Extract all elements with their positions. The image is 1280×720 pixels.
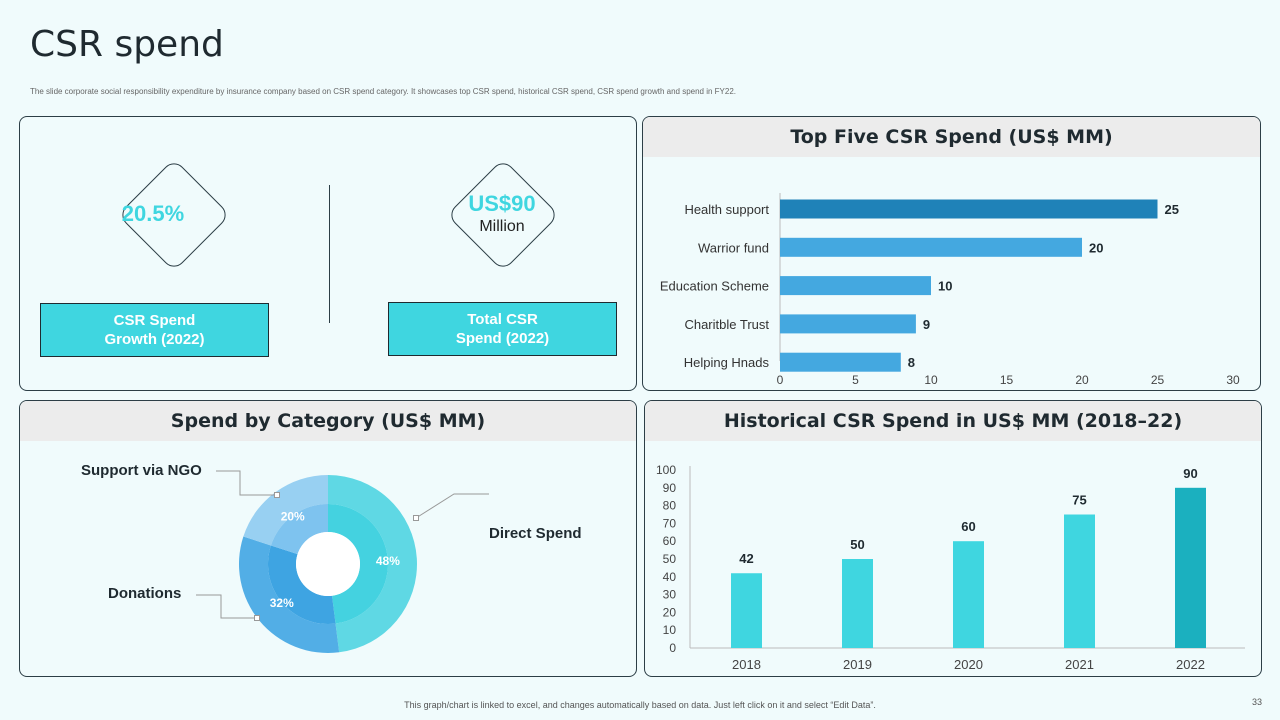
pie-slice-outer bbox=[328, 475, 418, 653]
hbar-bar bbox=[780, 276, 931, 296]
category-title: Spend by Category (US$ MM) bbox=[20, 401, 636, 441]
total-unit: Million bbox=[479, 218, 525, 235]
legend-donations: Donations bbox=[108, 585, 182, 602]
total-value: US$90 bbox=[468, 191, 536, 216]
pie-slice-inner bbox=[268, 545, 336, 624]
total-label-line1: Total CSR bbox=[467, 311, 538, 328]
hbar-bar bbox=[780, 237, 1082, 257]
pie-slice-outer bbox=[239, 536, 340, 653]
vbar-tick-label: 80 bbox=[663, 499, 677, 513]
pie-hole bbox=[296, 532, 360, 596]
vbar-category-label: 2018 bbox=[732, 657, 761, 672]
hbar-tick-label: 5 bbox=[852, 373, 859, 387]
growth-label-box: CSR Spend Growth (2022) bbox=[40, 303, 269, 357]
hbar-bar bbox=[780, 199, 1158, 219]
pie-leader-anchor bbox=[254, 615, 260, 621]
legend-support-ngo: Support via NGO bbox=[81, 462, 202, 479]
vbar-value-label: 50 bbox=[850, 537, 864, 552]
pie-percent-label: 20% bbox=[281, 509, 305, 523]
kpi-panel: 20.5% US$90 Million CSR Spend Growth (20… bbox=[19, 116, 637, 391]
pie-leader-anchor bbox=[413, 515, 419, 521]
total-label-box: Total CSR Spend (2022) bbox=[388, 302, 617, 356]
vbar-category-label: 2022 bbox=[1176, 657, 1205, 672]
page-number: 33 bbox=[1251, 697, 1262, 707]
page-subtitle: The slide corporate social responsibilit… bbox=[30, 87, 737, 96]
pie-slice-inner bbox=[270, 504, 328, 555]
hbar-value-label: 20 bbox=[1089, 240, 1103, 255]
hbar-category-label: Health support bbox=[684, 202, 769, 217]
vbar-bar bbox=[953, 541, 984, 648]
hbar-value-label: 8 bbox=[908, 355, 915, 370]
hbar-tick-label: 10 bbox=[924, 373, 938, 387]
hbar-category-label: Education Scheme bbox=[660, 279, 769, 294]
total-label-line2: Spend (2022) bbox=[455, 330, 550, 347]
hbar-value-label: 9 bbox=[923, 317, 930, 332]
pie-leader-line bbox=[216, 470, 277, 496]
category-panel: Spend by Category (US$ MM) 48% 32% 20% Sup… bbox=[19, 400, 637, 677]
vbar-tick-label: 90 bbox=[663, 481, 677, 495]
top-five-panel: Top Five CSR Spend (US$ MM) Health suppo… bbox=[642, 116, 1261, 391]
pie-leader-anchor bbox=[274, 492, 280, 498]
hbar-bar bbox=[780, 352, 901, 372]
historical-chart: 0 10 20 30 40 50 60 70 80 90 100 42 2018 50 2019 60 2020… bbox=[656, 463, 1245, 672]
pie-slice-inner bbox=[328, 504, 389, 624]
vbar-value-label: 60 bbox=[961, 519, 975, 534]
vbar-value-label: 42 bbox=[739, 551, 753, 566]
hbar-bar bbox=[780, 314, 916, 334]
vbar-tick-label: 20 bbox=[663, 605, 677, 619]
hbar-tick-label: 20 bbox=[1075, 373, 1089, 387]
vbar-tick-label: 60 bbox=[663, 534, 677, 548]
hbar-category-label: Helping Hnads bbox=[684, 355, 770, 370]
vbar-bar bbox=[731, 573, 762, 648]
pie-slice-outer bbox=[243, 475, 328, 546]
vbar-tick-label: 70 bbox=[663, 516, 677, 530]
vbar-category-label: 2021 bbox=[1065, 657, 1094, 672]
hbar-category-label: Warrior fund bbox=[698, 240, 769, 255]
vbar-category-label: 2020 bbox=[954, 657, 983, 672]
footer-note: This graph/chart is linked to excel, and… bbox=[404, 700, 876, 710]
pie-leader-line bbox=[415, 493, 489, 519]
top-five-chart: Health support 25 Warrior fund 20 Education … bbox=[660, 193, 1240, 387]
kpi-divider bbox=[329, 185, 330, 323]
vbar-bar bbox=[842, 559, 873, 648]
vbar-value-label: 90 bbox=[1183, 466, 1197, 481]
vbar-tick-label: 30 bbox=[663, 588, 677, 602]
historical-panel: Historical CSR Spend in US$ MM (2018–22)… bbox=[644, 400, 1262, 677]
vbar-value-label: 75 bbox=[1072, 493, 1086, 508]
vbar-bar bbox=[1064, 514, 1095, 648]
historical-title: Historical CSR Spend in US$ MM (2018–22) bbox=[645, 401, 1261, 441]
top-five-title: Top Five CSR Spend (US$ MM) bbox=[643, 117, 1260, 157]
hbar-tick-label: 0 bbox=[777, 373, 784, 387]
vbar-bar bbox=[1175, 487, 1206, 648]
vbar-tick-label: 50 bbox=[663, 552, 677, 566]
hbar-tick-label: 30 bbox=[1226, 373, 1240, 387]
hbar-tick-label: 25 bbox=[1151, 373, 1165, 387]
pie-percent-label: 48% bbox=[376, 554, 400, 568]
vbar-category-label: 2019 bbox=[843, 657, 872, 672]
legend-direct-spend: Direct Spend bbox=[489, 525, 582, 542]
vbar-tick-label: 10 bbox=[663, 623, 677, 637]
vbar-tick-label: 100 bbox=[656, 463, 676, 477]
vbar-tick-label: 0 bbox=[669, 641, 676, 655]
pie-leader-line bbox=[196, 594, 257, 619]
hbar-value-label: 25 bbox=[1165, 202, 1179, 217]
hbar-category-label: Charitble Trust bbox=[684, 317, 769, 332]
growth-label-line1: CSR Spend bbox=[113, 312, 196, 329]
growth-value: 20.5% bbox=[121, 201, 185, 226]
growth-label-line2: Growth (2022) bbox=[104, 331, 205, 348]
hbar-tick-label: 15 bbox=[1000, 373, 1014, 387]
pie-percent-label: 32% bbox=[270, 596, 294, 610]
vbar-tick-label: 40 bbox=[663, 570, 677, 584]
page-title: CSR spend bbox=[30, 24, 224, 65]
hbar-value-label: 10 bbox=[938, 279, 952, 294]
category-chart: 48% 32% 20% bbox=[196, 470, 489, 653]
